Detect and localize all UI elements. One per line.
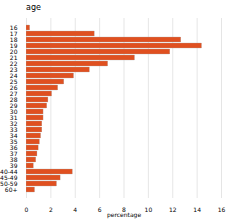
svg-text:0: 0 xyxy=(25,206,29,213)
svg-text:20: 20 xyxy=(9,47,18,55)
svg-text:21: 21 xyxy=(9,53,18,61)
svg-text:17: 17 xyxy=(9,29,18,37)
svg-text:8: 8 xyxy=(122,205,126,213)
svg-text:31: 31 xyxy=(9,113,18,121)
svg-text:percentage: percentage xyxy=(107,211,141,219)
svg-text:6: 6 xyxy=(98,206,102,213)
svg-text:10: 10 xyxy=(145,206,153,213)
svg-text:4: 4 xyxy=(73,206,77,213)
svg-text:29: 29 xyxy=(9,101,18,109)
svg-text:35: 35 xyxy=(9,137,18,145)
svg-text:16: 16 xyxy=(9,23,18,31)
svg-text:50-59: 50-59 xyxy=(0,179,18,187)
svg-text:33: 33 xyxy=(9,125,18,133)
svg-text:16: 16 xyxy=(218,206,226,213)
svg-text:45-49: 45-49 xyxy=(0,173,18,181)
svg-text:24: 24 xyxy=(9,71,18,79)
svg-text:2: 2 xyxy=(49,206,53,213)
svg-text:34: 34 xyxy=(9,131,18,139)
svg-text:37: 37 xyxy=(9,149,18,157)
svg-text:25: 25 xyxy=(9,77,18,85)
svg-text:30: 30 xyxy=(9,107,18,115)
svg-text:60+: 60+ xyxy=(5,186,18,193)
svg-text:18: 18 xyxy=(9,35,18,43)
svg-text:12: 12 xyxy=(169,206,177,213)
svg-text:36: 36 xyxy=(9,143,18,151)
svg-text:38: 38 xyxy=(9,155,18,163)
svg-text:39: 39 xyxy=(9,161,18,169)
svg-text:28: 28 xyxy=(9,95,18,103)
svg-text:23: 23 xyxy=(9,65,18,73)
svg-text:14: 14 xyxy=(193,206,201,213)
svg-text:32: 32 xyxy=(9,119,18,127)
svg-text:22: 22 xyxy=(9,59,18,67)
svg-text:19: 19 xyxy=(9,41,18,49)
svg-text:27: 27 xyxy=(9,89,18,97)
svg-text:40-44: 40-44 xyxy=(0,167,18,175)
html-text:age: age xyxy=(26,3,41,12)
svg-text:26: 26 xyxy=(9,83,18,91)
